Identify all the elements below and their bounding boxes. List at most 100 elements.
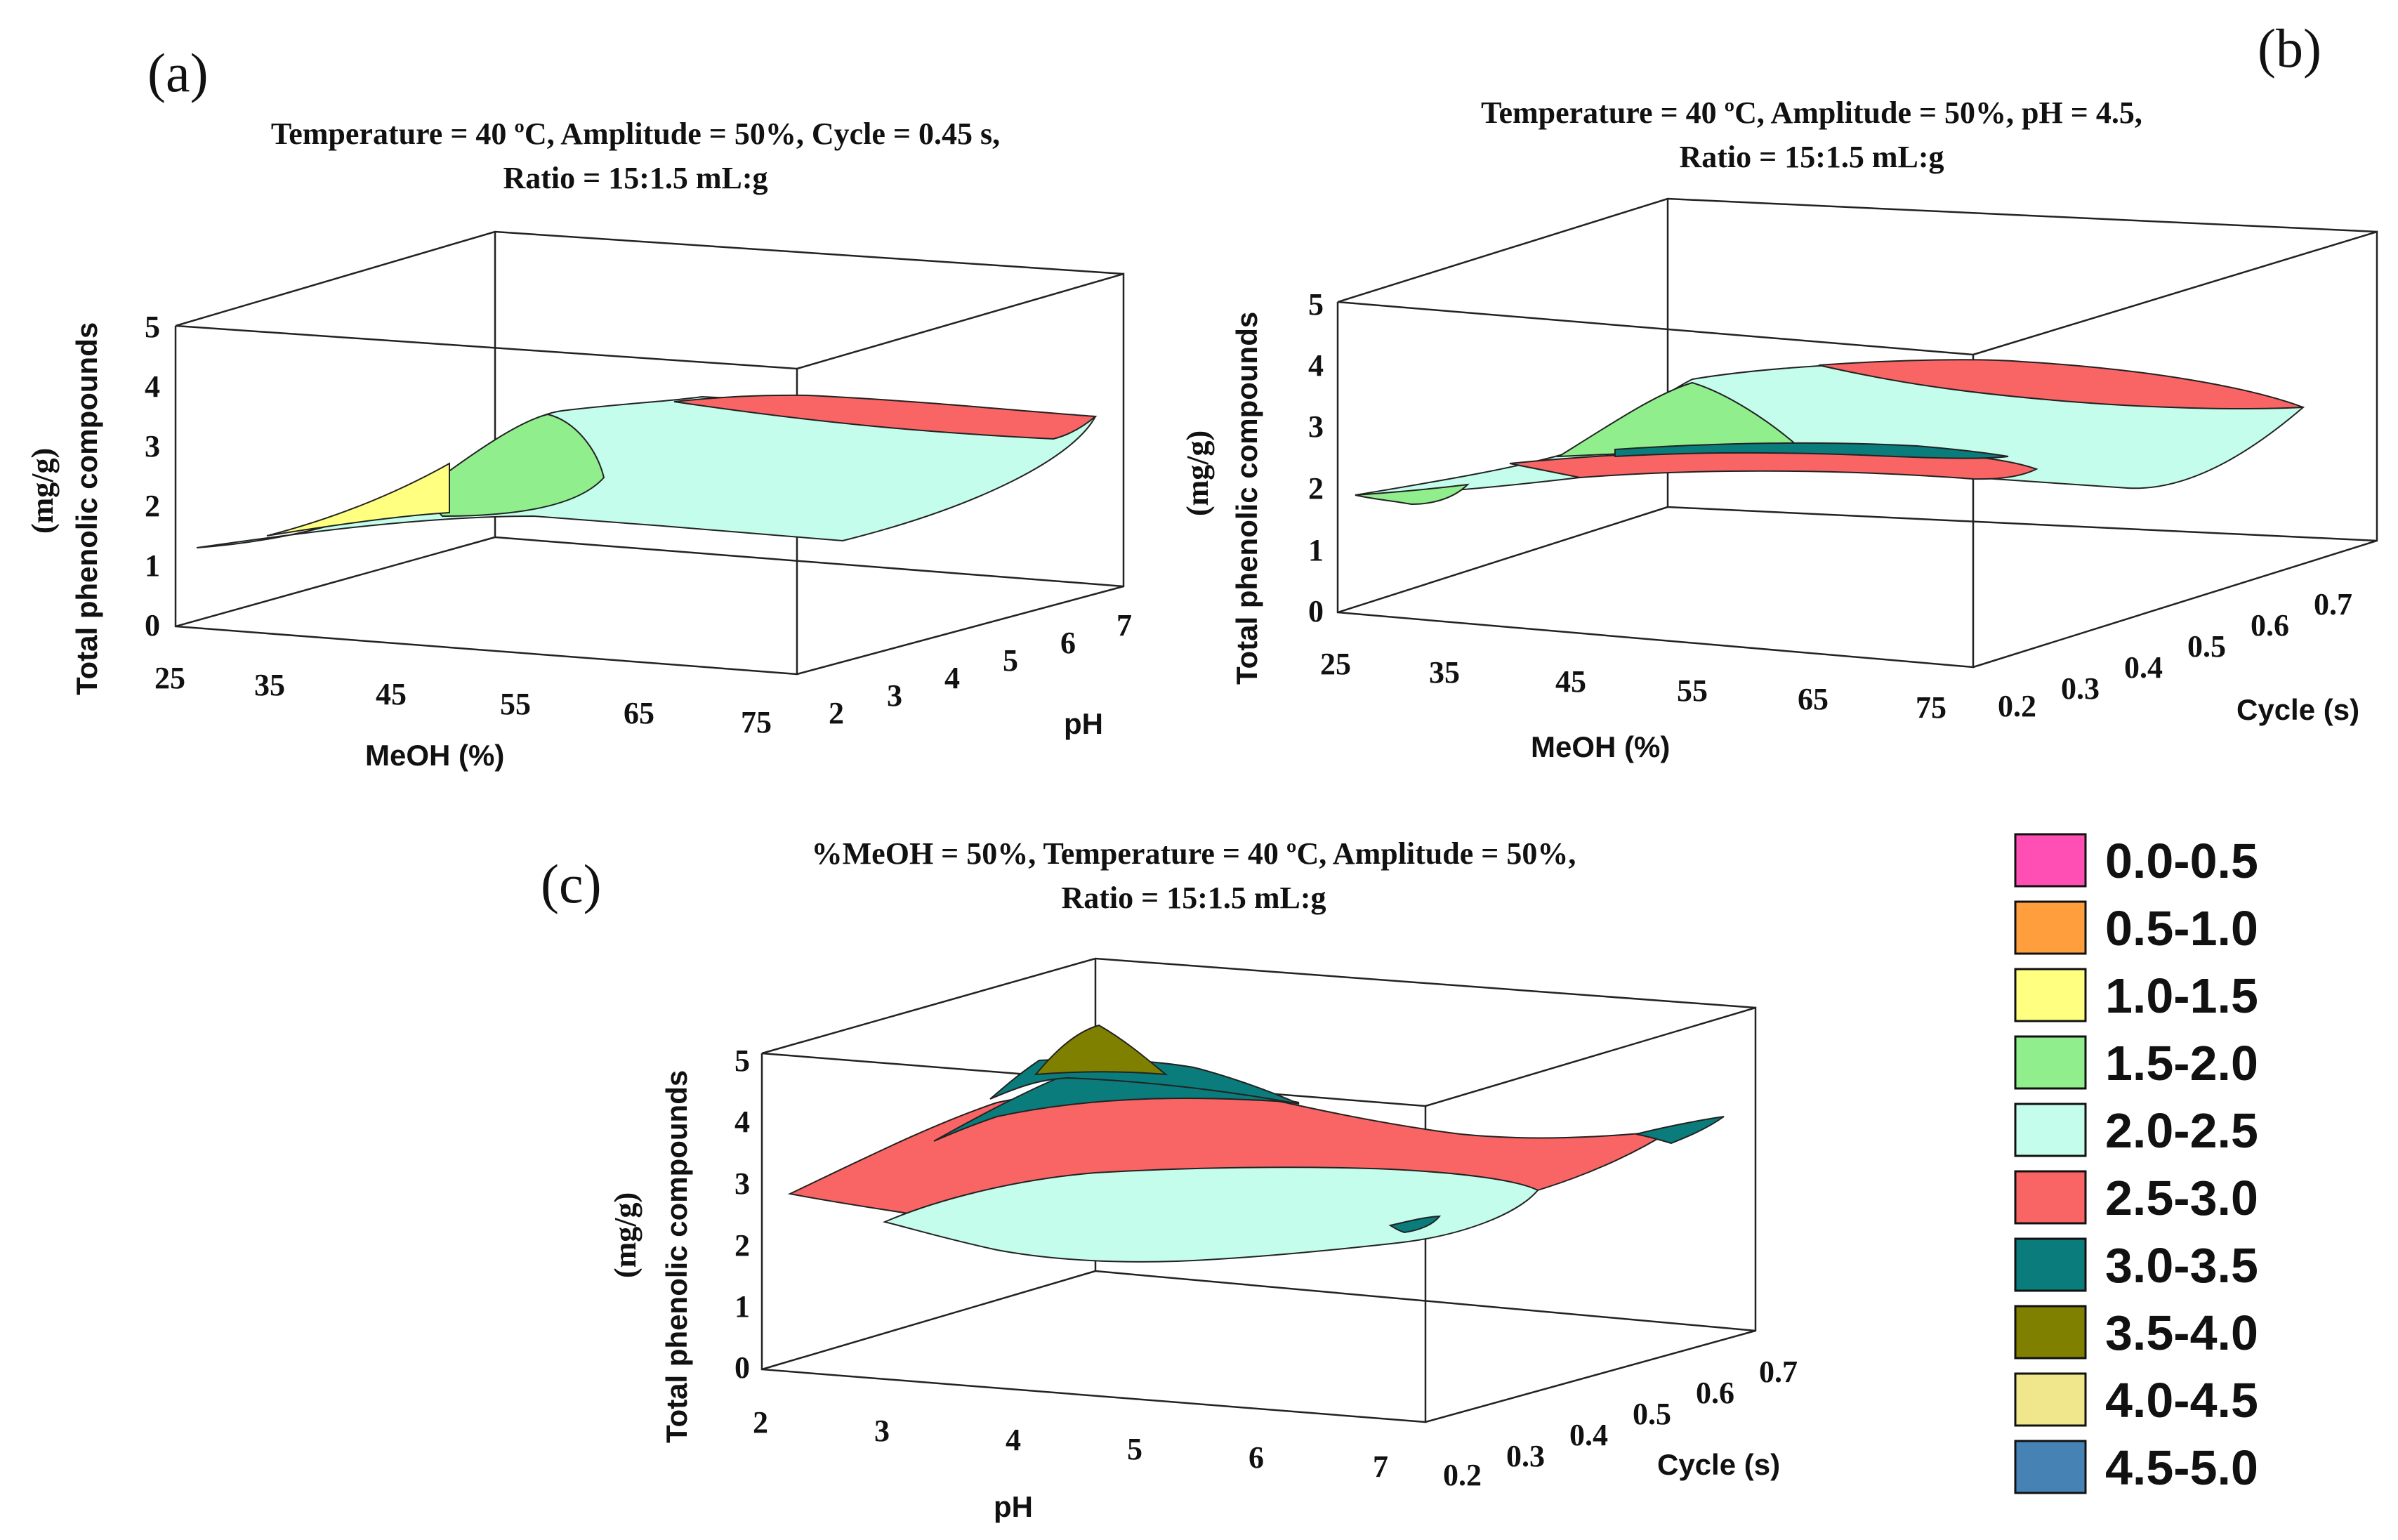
panel-b-x-axis: 25 35 45 55 65 75 MeOH (%) bbox=[1320, 647, 1946, 763]
panel-b-z-tick: 4 bbox=[1308, 348, 1324, 383]
legend-label: 0.5-1.0 bbox=[2105, 901, 2258, 956]
panel-c-label: (c) bbox=[541, 853, 602, 914]
legend-label: 1.5-2.0 bbox=[2105, 1036, 2258, 1091]
panel-c: (c) %MeOH = 50%, Temperature = 40 ºC, Am… bbox=[541, 836, 1798, 1523]
panel-b-region-1.0-1.5 bbox=[1355, 483, 1470, 506]
panel-b-z-unit: (mg/g) bbox=[1180, 430, 1215, 516]
panel-b-y-axis: 0.2 0.3 0.4 0.5 0.6 0.7 Cycle (s) bbox=[1998, 587, 2359, 726]
panel-a-y-tick: 3 bbox=[887, 678, 902, 713]
panel-b-region-3.0-3.5 bbox=[1614, 442, 2009, 459]
panel-c-z-tick: 4 bbox=[734, 1105, 750, 1139]
legend-label: 1.0-1.5 bbox=[2105, 968, 2258, 1023]
legend-swatch bbox=[2014, 968, 2087, 1022]
panel-c-x-tick: 3 bbox=[874, 1414, 890, 1448]
panel-a-region-2.5-3.0 bbox=[673, 394, 1098, 440]
panel-a-title-line-2: Ratio = 15:1.5 mL:g bbox=[503, 161, 768, 195]
panel-a-z-tick: 2 bbox=[145, 489, 160, 523]
panel-a-x-axis: 25 35 45 55 65 75 MeOH (%) bbox=[154, 661, 772, 772]
panel-c-x-tick: 2 bbox=[753, 1405, 768, 1440]
panel-b-y-tick: 0.5 bbox=[2187, 629, 2226, 664]
legend-swatch bbox=[2014, 1035, 2087, 1090]
legend-swatch bbox=[2014, 1237, 2087, 1292]
panel-c-title-line-1: %MeOH = 50%, Temperature = 40 ºC, Amplit… bbox=[812, 836, 1576, 871]
panel-a-z-axis: 0 1 2 3 4 5 Total phenolic compounds (mg… bbox=[25, 310, 160, 695]
panel-c-x-tick: 6 bbox=[1249, 1440, 1264, 1475]
panel-b-y-tick: 0.7 bbox=[2314, 587, 2352, 621]
panel-c-y-tick: 0.3 bbox=[1506, 1439, 1545, 1473]
legend-label: 2.0-2.5 bbox=[2105, 1103, 2258, 1158]
panel-b-label: (b) bbox=[2258, 18, 2321, 79]
panel-b-y-label: Cycle (s) bbox=[2236, 693, 2359, 726]
panel-c-x-tick: 7 bbox=[1373, 1449, 1388, 1484]
panel-a-surface bbox=[196, 394, 1098, 548]
panel-a-y-tick: 6 bbox=[1060, 626, 1076, 660]
panel-a-box bbox=[174, 230, 1125, 676]
panel-a-x-tick: 25 bbox=[154, 661, 185, 695]
panel-b-x-tick: 65 bbox=[1798, 682, 1829, 716]
panel-c-region-2.0-2.5 bbox=[882, 1166, 1539, 1263]
panel-b-x-tick: 55 bbox=[1677, 673, 1708, 708]
panel-c-z-unit: (mg/g) bbox=[608, 1192, 643, 1278]
panel-a-y-axis: 2 3 4 5 6 7 pH bbox=[829, 608, 1132, 740]
legend-swatch bbox=[2014, 833, 2087, 888]
panel-a-x-tick: 35 bbox=[254, 668, 285, 702]
panel-c-title-line-2: Ratio = 15:1.5 mL:g bbox=[1061, 881, 1326, 915]
panel-a-z-tick: 3 bbox=[145, 429, 160, 463]
panel-b-title-line-1: Temperature = 40 ºC, Amplitude = 50%, pH… bbox=[1481, 96, 2142, 130]
panel-a-y-tick: 7 bbox=[1116, 608, 1132, 643]
panel-b-x-label: MeOH (%) bbox=[1531, 730, 1670, 763]
panel-c-z-tick: 0 bbox=[734, 1350, 750, 1385]
panel-a-region-1.5-2.0 bbox=[420, 413, 605, 518]
panel-a-title-line-1: Temperature = 40 ºC, Amplitude = 50%, Cy… bbox=[271, 117, 1000, 151]
panel-a-z-tick: 0 bbox=[145, 608, 160, 643]
panel-c-z-tick: 5 bbox=[734, 1044, 750, 1078]
legend-swatch bbox=[2014, 1170, 2087, 1225]
panel-c-region-3.0-3.5-low bbox=[1388, 1215, 1442, 1234]
panel-a-x-tick: 75 bbox=[741, 705, 772, 739]
panel-a-x-tick: 65 bbox=[624, 696, 654, 730]
panel-b-y-tick: 0.6 bbox=[2251, 608, 2289, 643]
panel-a-label: (a) bbox=[147, 42, 209, 103]
panel-a-y-tick: 5 bbox=[1003, 643, 1018, 678]
panel-b-y-tick: 0.4 bbox=[2124, 650, 2163, 685]
panel-c-y-axis: 0.2 0.3 0.4 0.5 0.6 0.7 Cycle (s) bbox=[1443, 1355, 1798, 1492]
panel-a-z-tick: 5 bbox=[145, 310, 160, 344]
panel-a-x-tick: 45 bbox=[376, 677, 407, 711]
panel-b-z-tick: 5 bbox=[1308, 287, 1324, 322]
panel-c-z-tick: 1 bbox=[734, 1289, 750, 1324]
panel-c-y-label: Cycle (s) bbox=[1657, 1448, 1780, 1481]
panel-c-y-tick: 0.4 bbox=[1569, 1418, 1608, 1452]
panel-a-x-tick: 55 bbox=[500, 687, 531, 721]
panel-b-z-label: Total phenolic compounds bbox=[1230, 312, 1263, 685]
panel-a-z-label: Total phenolic compounds bbox=[70, 322, 103, 695]
legend-label: 2.5-3.0 bbox=[2105, 1171, 2258, 1225]
panel-c-surface bbox=[787, 1024, 1725, 1263]
panel-b-x-tick: 25 bbox=[1320, 647, 1351, 681]
panel-a-x-label: MeOH (%) bbox=[365, 739, 504, 772]
legend-label: 4.0-4.5 bbox=[2105, 1373, 2258, 1428]
panel-a-y-label: pH bbox=[1064, 707, 1103, 740]
panel-a-y-tick: 2 bbox=[829, 696, 844, 730]
panel-a-z-tick: 4 bbox=[145, 369, 160, 404]
panel-a-region-1.0-1.5 bbox=[266, 462, 450, 537]
panel-c-x-label: pH bbox=[994, 1490, 1033, 1523]
legend-swatch bbox=[2014, 1103, 2087, 1157]
panel-b-z-tick: 0 bbox=[1308, 594, 1324, 628]
legend-label: 3.5-4.0 bbox=[2105, 1305, 2258, 1360]
panel-c-y-tick: 0.6 bbox=[1696, 1376, 1734, 1410]
panel-c-x-tick: 5 bbox=[1127, 1432, 1142, 1466]
legend-swatch bbox=[2014, 900, 2087, 955]
legend-label: 3.0-3.5 bbox=[2105, 1238, 2258, 1293]
legend-swatch bbox=[2014, 1305, 2087, 1360]
panel-c-x-tick: 4 bbox=[1006, 1423, 1021, 1457]
panel-c-y-tick: 0.5 bbox=[1633, 1397, 1671, 1431]
panel-c-y-tick: 0.7 bbox=[1759, 1355, 1798, 1389]
panel-b-z-tick: 3 bbox=[1308, 409, 1324, 444]
panel-b-z-tick: 2 bbox=[1308, 471, 1324, 506]
panel-b-y-tick: 0.2 bbox=[1998, 689, 2036, 723]
panel-c-region-3.5-4.0 bbox=[1034, 1024, 1168, 1076]
panel-b-region-2.5-3.0 bbox=[1818, 359, 2304, 409]
panel-b-title-line-2: Ratio = 15:1.5 mL:g bbox=[1679, 140, 1944, 174]
legend-label: 4.5-5.0 bbox=[2105, 1440, 2258, 1495]
panel-a: (a) Temperature = 40 ºC, Amplitude = 50%… bbox=[25, 42, 1132, 772]
